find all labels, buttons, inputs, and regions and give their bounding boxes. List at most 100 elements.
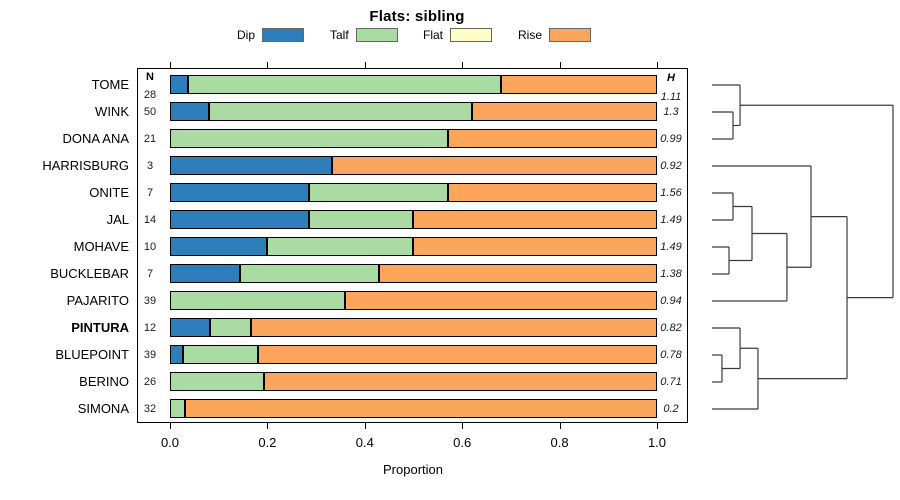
legend-label: Dip [237, 28, 256, 42]
bar-segment-dip [170, 102, 209, 121]
bar-segment-rise [413, 210, 657, 229]
x-tick-top [170, 62, 171, 68]
bar-segment-rise [185, 399, 657, 418]
stacked-bar [170, 399, 657, 418]
bar-segment-dip [170, 237, 268, 256]
x-tick-top [267, 62, 269, 68]
stacked-bar [170, 102, 657, 121]
h-column-header: H [667, 72, 675, 84]
x-tick-bottom [170, 423, 171, 429]
stacked-bar [170, 210, 657, 229]
row-label-jal: JAL [106, 212, 129, 227]
n-value: 14 [143, 214, 157, 226]
bar-segment-rise [257, 345, 657, 364]
legend-label: Rise [518, 28, 543, 42]
x-axis-title: Proportion [383, 462, 443, 477]
bar-segment-dip [170, 75, 188, 94]
x-tick-label: 1.0 [647, 435, 667, 450]
n-value: 32 [143, 403, 157, 415]
row-label-berino: BERINO [79, 374, 129, 389]
bar-segment-rise [471, 102, 657, 121]
bar-segment-rise [378, 264, 657, 283]
h-value: 0.78 [660, 349, 682, 361]
h-value: 1.3 [663, 106, 679, 118]
stacked-bar [170, 237, 657, 256]
h-value: 0.71 [660, 376, 682, 388]
legend-swatch-dip [262, 28, 305, 42]
x-tick-top [657, 62, 658, 68]
legend-swatch-rise [549, 28, 592, 42]
chart-title: Flats: sibling [369, 8, 465, 25]
legend-item-talf: Talf [330, 27, 398, 43]
n-value: 28 [143, 89, 157, 101]
h-value: 1.49 [660, 241, 682, 253]
n-value: 3 [146, 160, 154, 172]
x-tick-label: 0.4 [355, 435, 374, 450]
x-tick-label: 0.0 [160, 435, 180, 450]
n-value: 39 [143, 295, 157, 307]
x-tick-top [462, 62, 464, 68]
bar-segment-dip [170, 210, 310, 229]
h-value: 0.82 [660, 322, 682, 334]
bar-segment-talf [170, 129, 449, 148]
bar-segment-rise [413, 237, 657, 256]
x-tick-bottom [657, 423, 658, 429]
stacked-bar [170, 264, 657, 283]
legend-item-rise: Rise [518, 27, 592, 43]
x-tick-bottom [559, 423, 561, 429]
h-value: 0.2 [663, 403, 679, 415]
n-value: 7 [146, 187, 154, 199]
stacked-bar [170, 156, 657, 175]
bar-segment-talf [267, 237, 414, 256]
n-value: 10 [143, 241, 157, 253]
row-label-simona: SIMONA [77, 401, 129, 416]
bar-segment-dip [170, 264, 240, 283]
h-value: 0.92 [660, 160, 682, 172]
row-label-pajarito: PAJARITO [66, 293, 129, 308]
row-label-pintura: PINTURA [71, 320, 129, 335]
n-value: 50 [143, 106, 157, 118]
row-label-dona-ana: DONA ANA [62, 131, 129, 146]
bar-segment-dip [170, 156, 333, 175]
row-label-bucklebar: BUCKLEBAR [50, 266, 129, 281]
bar-segment-talf [309, 210, 414, 229]
x-tick-top [364, 62, 366, 68]
h-value: 0.99 [660, 133, 682, 145]
legend-label: Talf [330, 28, 349, 42]
bar-segment-talf [170, 399, 186, 418]
n-value: 7 [146, 268, 154, 280]
h-value: 1.49 [660, 214, 682, 226]
bar-segment-talf [210, 318, 252, 337]
bar-segment-dip [170, 318, 211, 337]
bar-segment-rise [500, 75, 657, 94]
h-value: 1.11 [660, 91, 682, 103]
h-value: 0.94 [660, 295, 682, 307]
row-label-onite: ONITE [89, 185, 129, 200]
bar-segment-talf [239, 264, 379, 283]
stacked-bar [170, 183, 657, 202]
x-tick-label: 0.6 [453, 435, 472, 450]
x-tick-bottom [364, 423, 366, 429]
bar-segment-dip [170, 345, 183, 364]
row-label-tome: TOME [91, 77, 129, 92]
x-tick-bottom [267, 423, 269, 429]
bar-segment-rise [448, 183, 657, 202]
legend-label: Flat [423, 28, 444, 42]
stacked-bar [170, 372, 657, 391]
h-value: 1.38 [660, 268, 682, 280]
n-value: 26 [143, 376, 157, 388]
bar-segment-talf [182, 345, 258, 364]
legend-item-dip: Dip [237, 27, 305, 43]
bar-segment-rise [448, 129, 657, 148]
row-label-wink: WINK [95, 104, 129, 119]
n-value: 39 [143, 349, 157, 361]
n-value: 12 [143, 322, 157, 334]
bar-segment-talf [170, 372, 264, 391]
stacked-bar [170, 318, 657, 337]
stacked-bar [170, 129, 657, 148]
x-tick-label: 0.8 [550, 435, 569, 450]
row-label-harrisburg: HARRISBURG [42, 158, 129, 173]
stacked-bar [170, 75, 657, 94]
row-label-bluepoint: BLUEPOINT [55, 347, 129, 362]
